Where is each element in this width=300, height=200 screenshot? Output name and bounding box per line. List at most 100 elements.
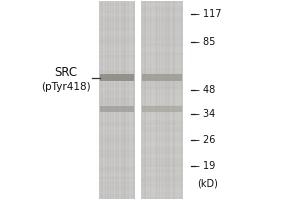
Bar	[99, 152, 135, 154]
Bar	[147, 1, 148, 199]
Bar	[141, 154, 183, 157]
Bar	[99, 63, 135, 65]
Bar	[181, 1, 182, 199]
Bar	[118, 1, 119, 199]
Bar	[99, 85, 135, 88]
Bar	[99, 159, 135, 162]
Bar	[141, 129, 183, 132]
Bar	[126, 1, 127, 199]
Bar	[141, 38, 183, 41]
Bar	[132, 1, 133, 199]
Bar	[141, 63, 183, 65]
Text: (pTyr418): (pTyr418)	[41, 82, 91, 92]
Bar	[108, 1, 109, 199]
Bar	[99, 73, 135, 75]
Bar	[99, 65, 135, 68]
Bar	[99, 169, 135, 172]
Bar	[123, 1, 124, 199]
Bar	[113, 1, 114, 199]
Bar	[141, 196, 183, 199]
Bar	[182, 1, 183, 199]
Bar	[173, 1, 174, 199]
Bar	[99, 142, 135, 145]
Bar	[99, 21, 135, 23]
Bar	[129, 1, 130, 199]
Bar	[128, 1, 129, 199]
Bar	[141, 176, 183, 179]
Bar	[99, 157, 135, 159]
Bar	[125, 1, 126, 199]
Bar	[161, 1, 162, 199]
Bar	[99, 120, 135, 122]
Bar	[99, 55, 135, 58]
Bar	[141, 112, 183, 115]
Bar	[178, 1, 179, 199]
Bar	[141, 8, 183, 11]
Bar	[141, 1, 183, 199]
Bar	[115, 1, 116, 199]
Bar	[99, 33, 135, 36]
Bar	[141, 105, 183, 107]
Bar	[141, 65, 183, 68]
Bar	[99, 184, 135, 187]
Bar	[141, 172, 183, 174]
Bar	[141, 26, 183, 28]
Bar	[141, 149, 183, 152]
Bar	[99, 50, 135, 53]
Bar	[167, 1, 168, 199]
Bar	[141, 162, 183, 164]
Bar	[99, 132, 135, 135]
Text: SRC: SRC	[54, 66, 78, 79]
Bar	[141, 107, 183, 110]
Bar	[134, 1, 135, 199]
Bar	[99, 11, 135, 13]
Bar	[141, 125, 183, 127]
Bar	[141, 102, 183, 105]
Bar	[109, 1, 110, 199]
Bar	[141, 21, 183, 23]
Bar	[105, 1, 106, 199]
Bar	[141, 16, 183, 18]
Bar	[99, 90, 135, 93]
Bar	[141, 115, 183, 117]
Bar	[141, 189, 183, 192]
Bar	[142, 106, 182, 112]
Bar	[141, 50, 183, 53]
Bar	[99, 13, 135, 16]
Bar	[160, 1, 161, 199]
Bar	[99, 172, 135, 174]
Bar	[158, 1, 159, 199]
Bar	[164, 1, 165, 199]
Bar	[99, 53, 135, 55]
Bar	[174, 1, 175, 199]
Bar	[141, 194, 183, 197]
Bar	[99, 115, 135, 117]
Bar	[99, 1, 135, 199]
Bar	[101, 1, 102, 199]
Bar	[100, 73, 134, 80]
Bar	[99, 100, 135, 102]
Bar	[99, 92, 135, 95]
Bar	[99, 68, 135, 70]
Bar	[111, 1, 112, 199]
Bar	[99, 82, 135, 85]
Bar	[153, 1, 154, 199]
Bar	[99, 134, 135, 137]
Bar	[141, 58, 183, 60]
Bar	[141, 35, 183, 38]
Bar	[99, 167, 135, 169]
Bar	[99, 129, 135, 132]
Bar	[156, 1, 157, 199]
Bar	[104, 1, 105, 199]
Bar	[141, 169, 183, 172]
Bar	[141, 82, 183, 85]
Bar	[141, 40, 183, 43]
Bar	[141, 139, 183, 142]
Bar	[117, 1, 118, 199]
Bar	[179, 1, 180, 199]
Bar	[151, 1, 152, 199]
Bar	[99, 189, 135, 192]
Bar	[99, 144, 135, 147]
Bar	[141, 6, 183, 8]
Bar	[99, 102, 135, 105]
